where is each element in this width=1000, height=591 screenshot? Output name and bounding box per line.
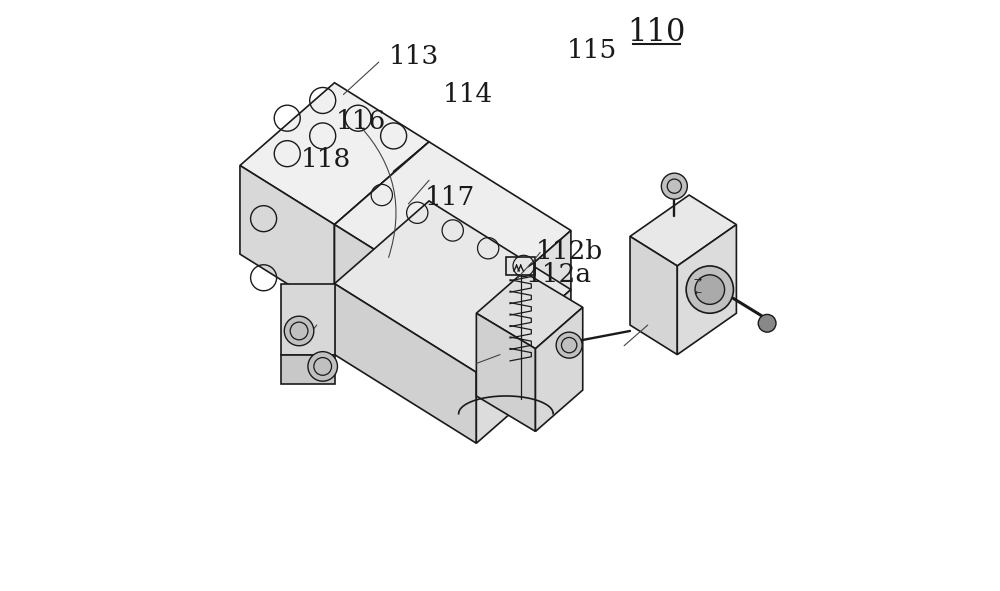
Polygon shape: [335, 284, 476, 443]
Circle shape: [284, 316, 314, 346]
Circle shape: [758, 314, 776, 332]
Text: 113: 113: [389, 44, 439, 69]
Polygon shape: [759, 317, 775, 329]
Polygon shape: [240, 165, 335, 313]
Polygon shape: [394, 142, 429, 195]
Text: →: →: [694, 276, 702, 285]
Polygon shape: [535, 307, 583, 431]
Polygon shape: [476, 230, 571, 372]
Text: 115: 115: [566, 38, 617, 63]
Polygon shape: [281, 284, 335, 355]
Polygon shape: [281, 355, 335, 384]
Text: 110: 110: [627, 17, 686, 48]
Circle shape: [308, 352, 337, 381]
Polygon shape: [506, 257, 535, 275]
Polygon shape: [476, 313, 535, 431]
Polygon shape: [677, 225, 736, 355]
Polygon shape: [335, 142, 429, 313]
Text: ←: ←: [694, 288, 701, 297]
Text: 116: 116: [336, 109, 386, 134]
Circle shape: [556, 332, 582, 358]
Polygon shape: [630, 236, 677, 355]
Polygon shape: [476, 290, 571, 443]
Polygon shape: [476, 272, 583, 349]
Polygon shape: [630, 195, 736, 266]
Text: 114: 114: [442, 82, 493, 107]
Circle shape: [686, 266, 733, 313]
Text: 117: 117: [425, 186, 475, 210]
Polygon shape: [335, 142, 571, 313]
Polygon shape: [335, 225, 476, 372]
Text: 112a: 112a: [526, 262, 592, 287]
Circle shape: [695, 275, 725, 304]
Text: 112b: 112b: [536, 239, 603, 264]
Polygon shape: [335, 201, 571, 372]
Text: 118: 118: [301, 147, 351, 172]
Polygon shape: [240, 83, 429, 225]
Circle shape: [661, 173, 687, 199]
